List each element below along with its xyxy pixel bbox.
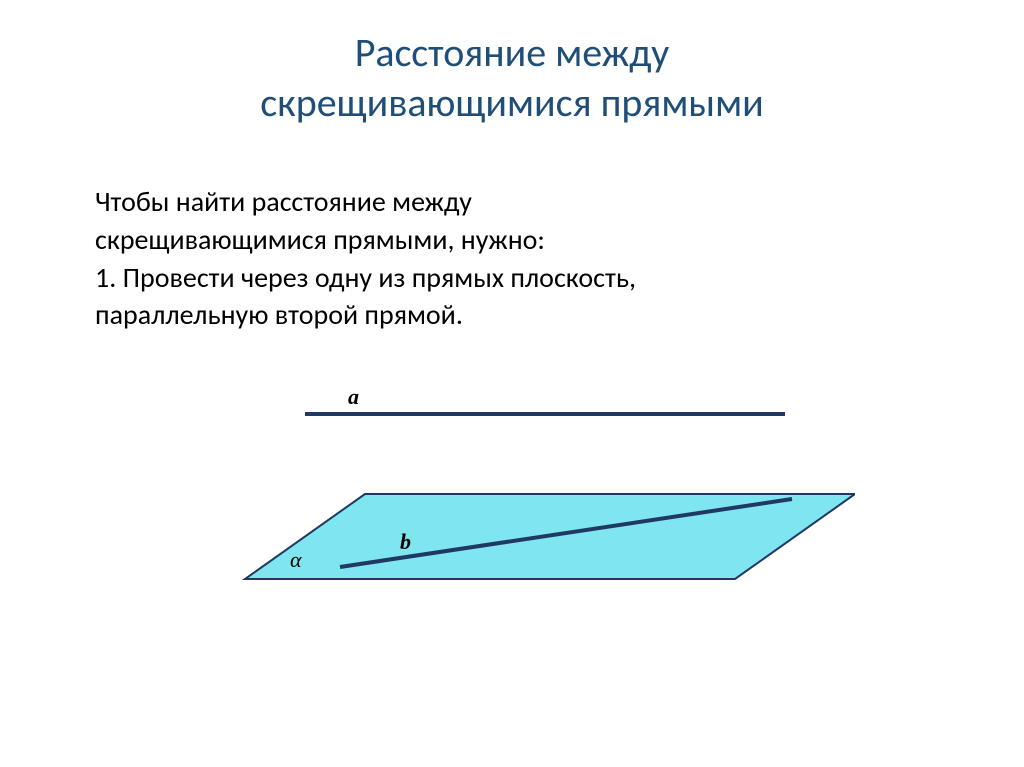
body-line-4: параллельную второй прямой. xyxy=(95,296,929,334)
slide-title: Расстояние между скрещивающимися прямыми xyxy=(0,0,1024,128)
body-line-2: скрещивающимися прямыми, нужно: xyxy=(95,221,929,259)
body-text: Чтобы найти расстояние между скрещивающи… xyxy=(0,128,1024,334)
geometry-diagram: a b α xyxy=(175,379,855,609)
body-line-1: Чтобы найти расстояние между xyxy=(95,183,929,221)
label-alpha: α xyxy=(290,547,302,573)
label-a: a xyxy=(348,384,359,410)
label-b: b xyxy=(400,529,411,555)
body-line-3: 1. Провести через одну из прямых плоскос… xyxy=(95,259,929,297)
title-line-1: Расстояние между xyxy=(0,28,1024,78)
title-line-2: скрещивающимися прямыми xyxy=(0,78,1024,128)
diagram-svg xyxy=(175,379,855,609)
